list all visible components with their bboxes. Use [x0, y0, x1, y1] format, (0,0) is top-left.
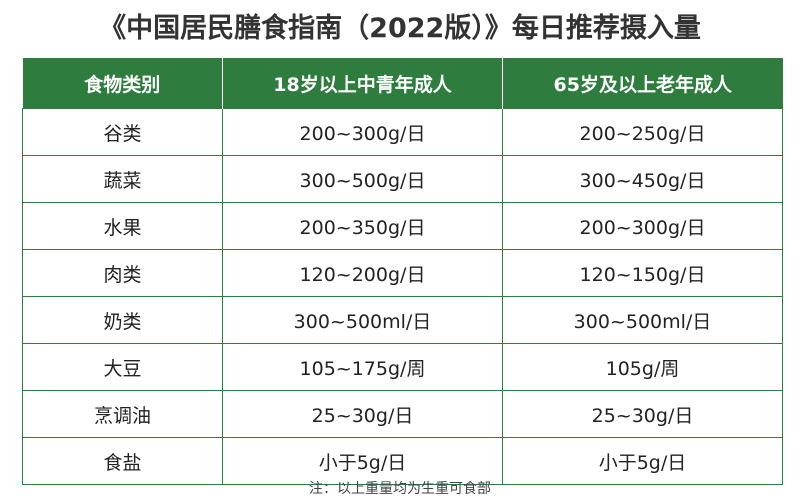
header-cell: 18岁以上中青年成人: [222, 58, 503, 109]
table-cell: 小于5g/日: [222, 437, 503, 485]
table-cell: 小于5g/日: [502, 437, 783, 485]
table-cell: 大豆: [22, 343, 223, 391]
table-cell: 300~500ml/日: [502, 296, 783, 344]
table-row: 蔬菜 300~500g/日 300~450g/日: [22, 155, 783, 203]
table-cell: 谷类: [22, 108, 223, 156]
table-cell: 200~300g/日: [502, 202, 783, 250]
table-row: 谷类 200~300g/日 200~250g/日: [22, 108, 783, 156]
note: 注：以上重量均为生重可食部: [309, 481, 491, 497]
table-cell: 120~150g/日: [502, 249, 783, 297]
table-row: 食盐 小于5g/日 小于5g/日: [22, 437, 783, 485]
table-cell: 200~250g/日: [502, 108, 783, 156]
table-row: 肉类 120~200g/日 120~150g/日: [22, 249, 783, 297]
table: 食物类别 18岁以上中青年成人 65岁及以上老年成人 谷类 200~300g/日 200…: [22, 58, 783, 485]
table-row: 水果 200~350g/日 200~300g/日: [22, 202, 783, 250]
header-cell: 65岁及以上老年成人: [502, 58, 783, 109]
table-cell: 食盐: [22, 437, 223, 485]
table-cell: 300~500ml/日: [222, 296, 503, 344]
table-cell: 奶类: [22, 296, 223, 344]
table-cell: 200~300g/日: [222, 108, 503, 156]
table-cell: 200~350g/日: [222, 202, 503, 250]
table-cell: 120~200g/日: [222, 249, 503, 297]
table-cell: 300~500g/日: [222, 155, 503, 203]
table-cell: 105~175g/周: [222, 343, 503, 391]
table-cell: 烹调油: [22, 390, 223, 438]
table-row: 大豆 105~175g/周 105g/周: [22, 343, 783, 391]
table-cell: 300~450g/日: [502, 155, 783, 203]
header-row: 食物类别 18岁以上中青年成人 65岁及以上老年成人: [22, 58, 783, 109]
table-cell: 肉类: [22, 249, 223, 297]
table-row: 烹调油 25~30g/日 25~30g/日: [22, 390, 783, 438]
table-cell: 25~30g/日: [222, 390, 503, 438]
header-cell: 食物类别: [22, 58, 223, 109]
title: 《中国居民膳食指南（2022版）》每日推荐摄入量: [99, 13, 701, 44]
table-cell: 25~30g/日: [502, 390, 783, 438]
table-row: 奶类 300~500ml/日 300~500ml/日: [22, 296, 783, 344]
table-body: 谷类 200~300g/日 200~250g/日 蔬菜 300~500g/日 300~45…: [22, 108, 783, 485]
table-cell: 蔬菜: [22, 155, 223, 203]
table-cell: 105g/周: [502, 343, 783, 391]
table-cell: 水果: [22, 202, 223, 250]
